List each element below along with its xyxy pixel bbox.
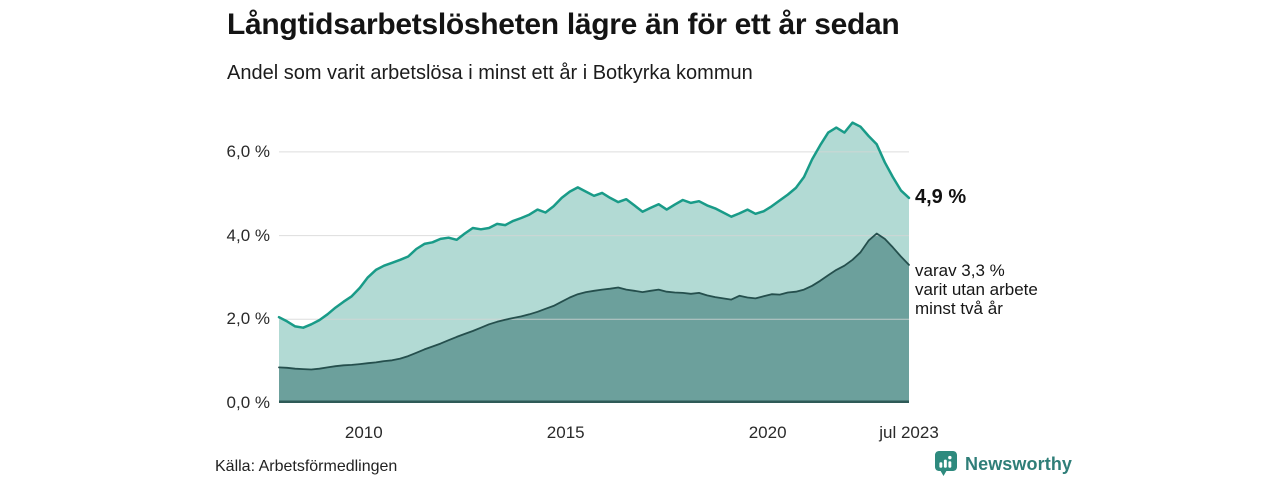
x-tick-label: 2015 [546, 423, 585, 442]
annotation-line: varav 3,3 % [915, 261, 1005, 280]
x-tick-label: 2010 [344, 423, 383, 442]
x-tick-label: 2020 [748, 423, 787, 442]
x-tick-label: jul 2023 [879, 423, 939, 442]
chart-title: Långtidsarbetslösheten lägre än för ett … [227, 8, 900, 41]
newsworthy-logo: Newsworthy [934, 450, 1072, 478]
annotation-two-years: varav 3,3 % varit utan arbete minst två … [915, 261, 1038, 318]
plot-area [277, 110, 911, 404]
series-line-0 [277, 121, 911, 329]
series-line-1 [278, 232, 910, 371]
annotation-latest-value: 4,9 % [915, 186, 967, 208]
area-chart [277, 121, 911, 404]
y-tick-label: 6,0 % [226, 141, 270, 161]
y-tick-label: 4,0 % [226, 225, 270, 245]
newsworthy-pin-barchart-icon [935, 451, 957, 476]
source-label: Källa: Arbetsförmedlingen [215, 458, 398, 475]
annotation-line: varit utan arbete [915, 280, 1038, 299]
annotation-line: minst två år [915, 299, 1003, 318]
area-fill-1 [279, 233, 909, 403]
y-tick-label: 0,0 % [226, 393, 270, 412]
chart-subtitle: Andel som varit arbetslösa i minst ett å… [227, 62, 753, 84]
y-tick-label: 2,0 % [226, 309, 270, 329]
newsworthy-wordmark: Newsworthy [965, 453, 1073, 474]
